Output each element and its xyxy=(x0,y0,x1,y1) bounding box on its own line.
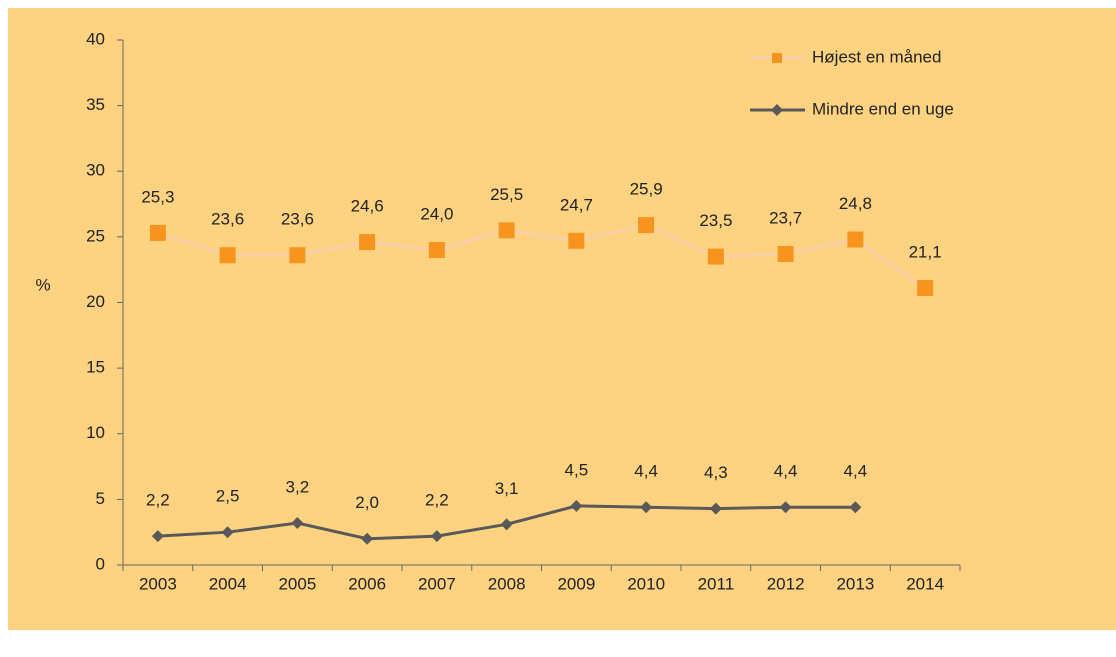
data-point xyxy=(568,232,585,249)
data-point xyxy=(151,530,164,543)
legend-label: Mindre end en uge xyxy=(812,99,954,118)
data-label: 25,9 xyxy=(630,180,663,199)
x-tick-label: 2006 xyxy=(348,574,386,593)
data-label: 24,7 xyxy=(560,195,593,214)
data-label: 2,5 xyxy=(216,487,240,506)
data-point xyxy=(430,530,443,543)
y-tick-label: 0 xyxy=(96,554,105,573)
y-tick-label: 5 xyxy=(96,489,105,508)
y-tick-label: 40 xyxy=(86,29,105,48)
data-label: 21,1 xyxy=(909,243,942,262)
x-tick-label: 2012 xyxy=(767,574,805,593)
x-tick-label: 2013 xyxy=(836,574,874,593)
y-tick-label: 30 xyxy=(86,161,105,180)
legend-marker xyxy=(772,53,782,63)
y-tick-label: 10 xyxy=(86,423,105,442)
x-tick-label: 2010 xyxy=(627,574,665,593)
y-tick-label: 35 xyxy=(86,95,105,114)
data-label: 4,4 xyxy=(634,462,658,481)
data-label: 2,0 xyxy=(355,493,379,512)
data-label: 23,6 xyxy=(281,210,314,229)
data-label: 3,2 xyxy=(286,477,310,496)
data-label: 4,3 xyxy=(704,463,728,482)
data-label: 23,7 xyxy=(769,208,802,227)
x-tick-label: 2004 xyxy=(209,574,247,593)
data-point xyxy=(289,247,306,264)
x-tick-label: 2011 xyxy=(698,574,735,593)
data-label: 24,8 xyxy=(839,194,872,213)
data-label: 2,2 xyxy=(425,491,449,510)
data-point xyxy=(917,280,934,297)
data-label: 4,4 xyxy=(844,462,868,481)
x-tick-label: 2014 xyxy=(906,574,944,593)
y-tick-label: 25 xyxy=(86,226,105,245)
data-point xyxy=(777,245,794,262)
data-label: 24,6 xyxy=(351,197,384,216)
data-point xyxy=(847,231,864,248)
data-label: 25,3 xyxy=(141,187,174,206)
y-axis-label: % xyxy=(35,275,50,294)
data-point xyxy=(291,517,304,529)
data-point xyxy=(359,234,376,251)
data-point xyxy=(638,217,655,234)
y-tick-label: 20 xyxy=(86,292,105,311)
data-label: 2,2 xyxy=(146,491,170,510)
data-point xyxy=(500,518,513,531)
data-label: 25,5 xyxy=(490,185,523,204)
data-point xyxy=(221,526,234,539)
x-tick-label: 2009 xyxy=(557,574,595,593)
data-point xyxy=(149,224,166,241)
data-label: 23,6 xyxy=(211,210,244,229)
data-point xyxy=(361,532,374,545)
data-point xyxy=(498,222,515,239)
x-tick-label: 2007 xyxy=(418,574,456,593)
data-label: 3,1 xyxy=(495,479,519,498)
data-point xyxy=(709,502,722,515)
data-point xyxy=(428,242,445,258)
x-tick-label: 2003 xyxy=(139,574,177,593)
data-label: 24,0 xyxy=(420,204,453,223)
data-point xyxy=(707,248,724,265)
legend-marker xyxy=(771,104,783,116)
data-point xyxy=(219,247,236,264)
legend-label: Højest en måned xyxy=(812,47,941,66)
data-point xyxy=(779,501,792,514)
data-label: 23,5 xyxy=(699,211,732,230)
x-tick-label: 2008 xyxy=(488,574,526,593)
data-label: 4,4 xyxy=(774,462,798,481)
data-point xyxy=(849,501,862,514)
series-line xyxy=(157,223,926,290)
x-tick-label: 2005 xyxy=(278,574,316,593)
data-point xyxy=(640,501,653,514)
y-tick-label: 15 xyxy=(86,358,105,377)
data-point xyxy=(570,499,583,512)
chart-background xyxy=(8,8,1116,630)
data-label: 4,5 xyxy=(565,460,589,479)
